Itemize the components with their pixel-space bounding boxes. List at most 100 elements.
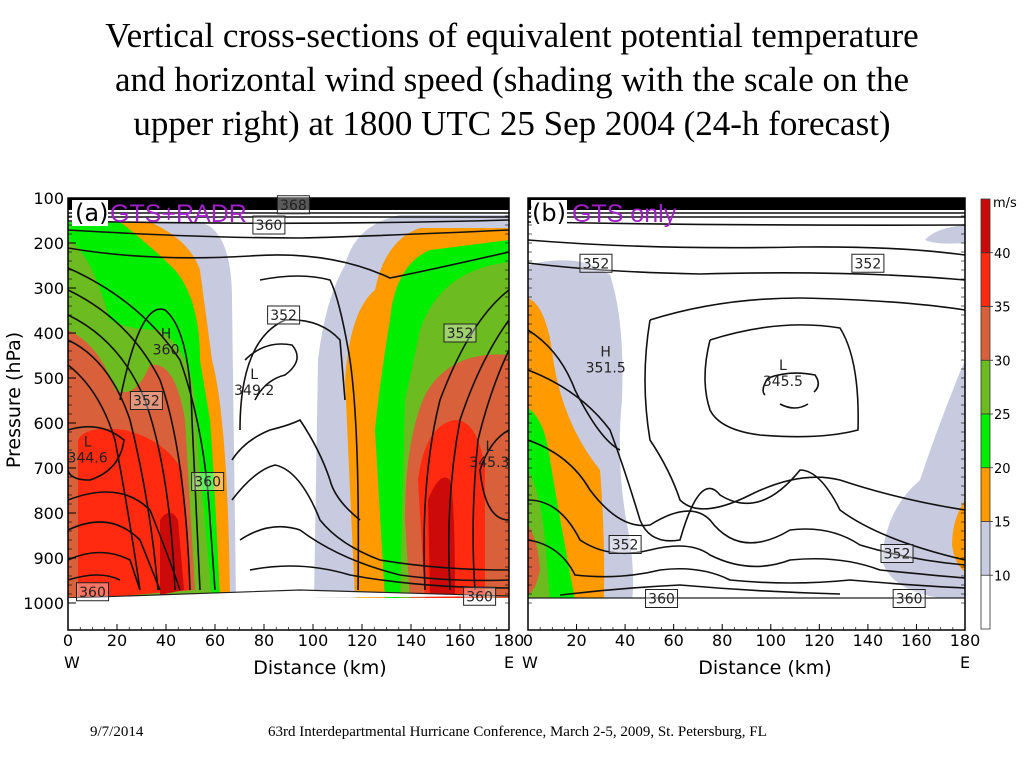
x-tick-label: 20 — [107, 631, 127, 650]
colorbar-tick-label: 35 — [994, 301, 1011, 316]
y-tick-label: 100 — [33, 189, 64, 208]
contour-label: 352 — [443, 323, 477, 343]
y-tick-label: 1000 — [23, 594, 64, 613]
x-tick-label: 120 — [804, 631, 835, 650]
colorbar-segment — [981, 199, 990, 253]
contour-label-value: 352 — [583, 256, 610, 272]
extremum-value: 351.5 — [586, 361, 626, 377]
y-tick-label: 500 — [33, 369, 64, 388]
y-tick-label: 200 — [33, 234, 64, 253]
x-tick-label: 40 — [156, 631, 176, 650]
x-tick-label: 60 — [205, 631, 225, 650]
panel-a-tag: (a) — [75, 199, 108, 227]
x-tick-label: 180 — [950, 631, 981, 650]
colorbar-tick-label: 40 — [994, 247, 1011, 262]
contour-label: 352 — [129, 391, 163, 410]
contour-label: 352 — [851, 253, 885, 273]
panel-a-x-axis-ticks: 0 20 40 60 80 100 120 140 160 180 — [63, 624, 524, 650]
x-tick-label: 0 — [523, 631, 533, 650]
contour-label-value: 352 — [612, 538, 639, 554]
panel-b-tag: (b) — [532, 199, 566, 227]
panel-b-contours — [528, 212, 965, 596]
contour-label: 360 — [645, 589, 679, 608]
y-tick-label: 800 — [33, 504, 64, 523]
wind-speed-colorbar: 10 15 20 25 30 35 40 — [980, 198, 1011, 630]
x-tick-label: 80 — [712, 631, 732, 650]
contour-label: 360 — [191, 472, 225, 491]
panel-a-x-axis-title: Distance (km) — [253, 657, 386, 679]
x-tick-label: 160 — [901, 631, 932, 650]
stratospheric-contour-band — [528, 198, 965, 210]
contour-label: 352 — [579, 253, 613, 273]
x-tick-label: 100 — [756, 631, 787, 650]
contour-label: 360 — [892, 589, 926, 608]
contour-label: 360 — [463, 586, 497, 606]
extremum-value: 360 — [153, 343, 180, 359]
extremum-value: 345.3 — [469, 455, 509, 471]
slide-title-line: and horizontal wind speed (shading with … — [114, 60, 910, 99]
panel-a-contour-labels: 368 360 352 352 352 360 360 360 — [76, 195, 497, 606]
colorbar-tick-label: 25 — [994, 408, 1011, 423]
x-tick-label: 100 — [298, 631, 329, 650]
slide-title-line: upper right) at 1800 UTC 25 Sep 2004 (24… — [133, 104, 891, 143]
contour-label: 360 — [76, 582, 109, 602]
x-tick-label: 60 — [663, 631, 683, 650]
stratospheric-contour-band — [68, 198, 509, 210]
slide-title-line: Vertical cross-sections of equivalent po… — [105, 16, 919, 55]
extremum-value: 349.2 — [234, 383, 274, 399]
contour-label-value: 352 — [270, 308, 297, 324]
extremum-type: L — [250, 367, 258, 383]
panel-b-x-axis-title: Distance (km) — [698, 657, 831, 679]
contour-label-value: 360 — [896, 592, 923, 608]
panel-b-run-label: GTS only — [572, 200, 677, 228]
colorbar-segment — [981, 306, 990, 361]
contour-label-value: 360 — [648, 592, 675, 608]
panel-b-contour-labels: 352 352 352 352 360 360 — [579, 253, 926, 608]
contour-label-value: 368 — [280, 198, 307, 214]
y-tick-label: 900 — [33, 549, 64, 568]
y-tick-label: 700 — [33, 459, 64, 478]
contour-label-value: 360 — [466, 589, 493, 605]
x-tick-label: 80 — [254, 631, 274, 650]
colorbar-tick-label: 10 — [994, 569, 1011, 584]
panel-b-west-label: W — [522, 653, 538, 672]
panel-b-shading — [528, 198, 965, 600]
colorbar-segment — [981, 252, 990, 307]
wind-shade-gt-40 — [160, 512, 184, 595]
colorbar-unit: m/s — [993, 196, 1017, 211]
extremum-type: L — [779, 358, 787, 374]
y-tick-label: 300 — [33, 279, 64, 298]
wind-shade-15-20 — [952, 500, 965, 572]
x-tick-label: 140 — [396, 631, 427, 650]
y-axis-title: Pressure (hPa) — [3, 332, 25, 468]
extremum-type: L — [485, 439, 493, 455]
slide-title: Vertical cross-sections of equivalent po… — [0, 14, 1024, 146]
extremum-type: H — [600, 345, 611, 361]
wind-shade-30-35 — [528, 525, 540, 595]
panel-b-x-axis-ticks: 0 20 40 60 80 100 120 140 160 180 — [523, 624, 980, 650]
colorbar-tick-label: 15 — [994, 516, 1011, 531]
y-tick-label: 400 — [33, 324, 64, 343]
x-tick-label: 160 — [445, 631, 476, 650]
contour-label-value: 352 — [447, 326, 474, 342]
panel-a-shading — [68, 198, 509, 600]
panel-a-west-label: W — [64, 653, 80, 672]
panel-a-run-label: GTS+RADR — [110, 200, 247, 228]
footer-conference: 63rd Interdepartmental Hurricane Confere… — [268, 724, 767, 740]
colorbar-segment — [981, 575, 990, 629]
extremum-type: H — [161, 327, 172, 343]
wind-shade-10-15 — [882, 360, 965, 600]
x-tick-label: 120 — [347, 631, 378, 650]
contour-label: 368 — [276, 195, 310, 215]
footer-date: 9/7/2014 — [90, 724, 144, 740]
contour-label-value: 352 — [133, 394, 160, 410]
contour-label-value: 360 — [79, 585, 106, 601]
